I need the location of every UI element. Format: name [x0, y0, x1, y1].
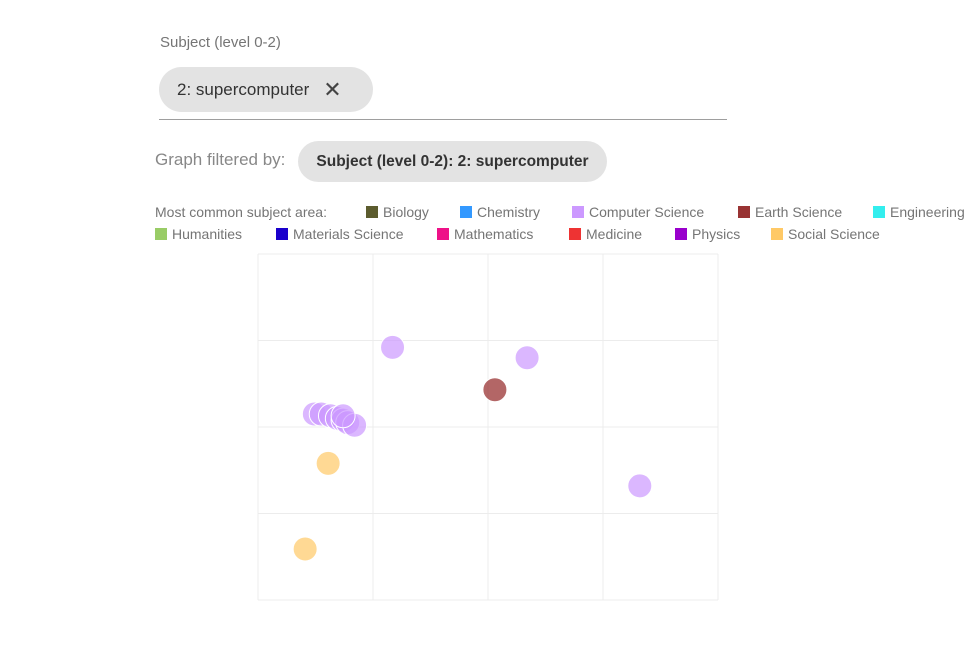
- legend-swatch: [771, 228, 783, 240]
- legend-swatch: [675, 228, 687, 240]
- graph-filter-label: Graph filtered by:: [155, 150, 286, 169]
- legend-item-earth-science: Earth Science: [738, 204, 842, 220]
- legend-swatch: [155, 228, 167, 240]
- legend-item-materials-science: Materials Science: [276, 226, 404, 242]
- data-point: [514, 345, 540, 371]
- legend-swatch: [738, 206, 750, 218]
- subject-filter-chip[interactable]: 2: supercomputer ✕: [159, 67, 373, 112]
- legend-label: Humanities: [172, 226, 243, 242]
- legend-item-computer-science: Computer Science: [572, 204, 704, 220]
- legend-label: Chemistry: [477, 204, 541, 220]
- legend-item-physics: Physics: [675, 226, 740, 242]
- subject-field-label: Subject (level 0-2): [160, 34, 281, 51]
- field-underline: [159, 119, 727, 120]
- data-point: [292, 536, 318, 562]
- legend-label: Social Science: [788, 226, 880, 242]
- close-icon[interactable]: ✕: [323, 76, 342, 102]
- legend-label: Mathematics: [454, 226, 534, 242]
- legend-swatch: [366, 206, 378, 218]
- legend-item-engineering: Engineering: [873, 204, 965, 220]
- legend-item-biology: Biology: [366, 204, 429, 220]
- scatter-chart: [257, 253, 719, 601]
- legend-swatch: [276, 228, 288, 240]
- legend-item-mathematics: Mathematics: [437, 226, 533, 242]
- data-point: [315, 450, 341, 476]
- legend-item-chemistry: Chemistry: [460, 204, 540, 220]
- legend-swatch: [437, 228, 449, 240]
- data-point: [380, 334, 406, 360]
- legend-label: Medicine: [586, 226, 643, 242]
- legend-label: Biology: [383, 204, 429, 220]
- legend-title: Most common subject area:: [155, 204, 327, 220]
- subject-chip-text: 2: supercomputer: [177, 79, 310, 99]
- legend-label: Earth Science: [755, 204, 843, 220]
- legend-label: Materials Science: [293, 226, 404, 242]
- data-point: [330, 403, 356, 429]
- legend-label: Physics: [692, 226, 741, 242]
- legend-swatch: [572, 206, 584, 218]
- legend-item-medicine: Medicine: [569, 226, 642, 242]
- data-point: [627, 473, 653, 499]
- legend-label: Engineering: [890, 204, 965, 220]
- legend-item-social-science: Social Science: [771, 226, 880, 242]
- legend-item-humanities: Humanities: [155, 226, 242, 242]
- legend-swatch: [569, 228, 581, 240]
- data-point: [482, 377, 508, 403]
- legend-swatch: [460, 206, 472, 218]
- legend-swatch: [873, 206, 885, 218]
- graph-filter-chip[interactable]: Subject (level 0-2): 2: supercomputer: [298, 141, 607, 182]
- legend-label: Computer Science: [589, 204, 705, 220]
